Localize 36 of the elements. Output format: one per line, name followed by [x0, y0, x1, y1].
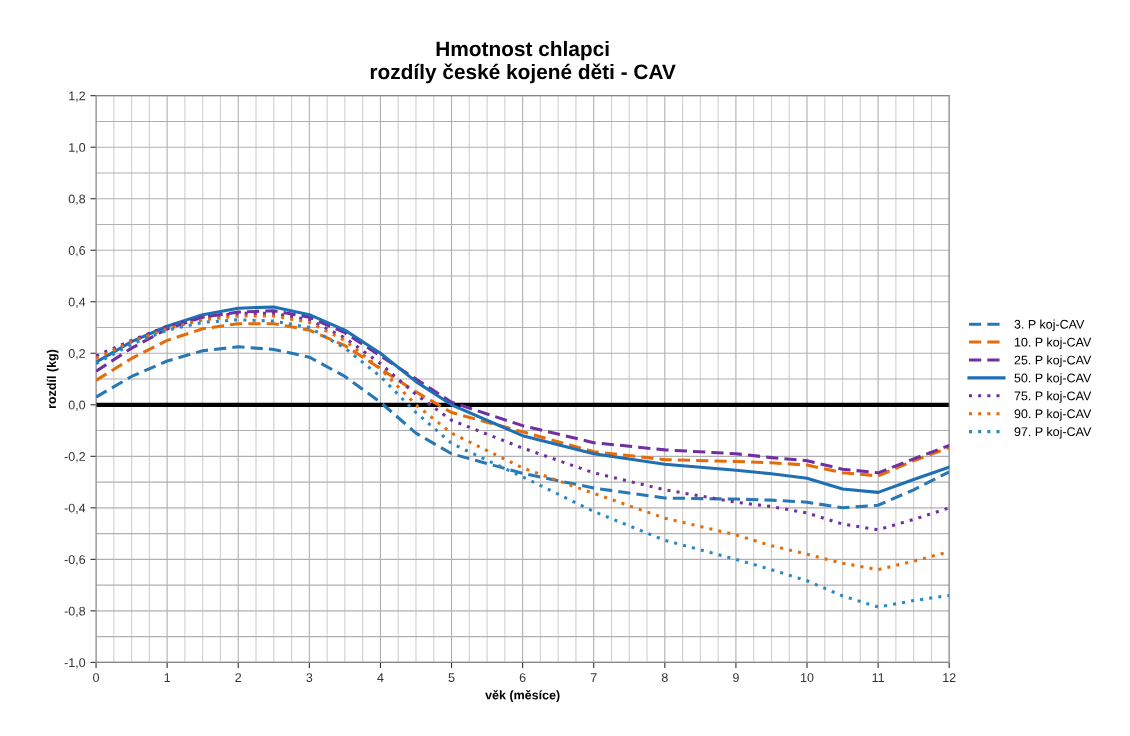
legend-label: 50. P koj-CAV	[1014, 373, 1092, 385]
y-axis-title: rozdíl (kg)	[46, 349, 59, 409]
x-tick-label: 2	[235, 673, 242, 682]
x-tick-label: 5	[448, 673, 455, 682]
x-tick-label: 3	[306, 673, 313, 682]
y-tick-label: 1,0	[69, 143, 86, 154]
x-tick-label: 4	[377, 673, 384, 682]
line-series	[96, 311, 950, 532]
chart-title: Hmotnost chlapci rozdíly české kojené děti - CAV	[370, 40, 676, 84]
y-tick-label: 0,2	[68, 349, 86, 360]
y-tick-label: 0,6	[68, 246, 86, 257]
x-tick-label: 9	[733, 673, 739, 682]
x-axis-title: věk (měsíce)	[485, 690, 560, 702]
y-tick-label: -1,0	[64, 658, 86, 669]
x-tick-label: 12	[943, 673, 956, 682]
y-tick-label: -0,6	[64, 555, 86, 566]
x-tick-label: 1	[164, 673, 171, 682]
legend-label: 75. P koj-CAV	[1014, 391, 1092, 403]
y-tick-label: -0,4	[64, 503, 86, 514]
y-tick-label: 0,0	[68, 400, 86, 411]
legend-label: 25. P koj-CAV	[1014, 355, 1092, 367]
x-tick-label: 11	[872, 673, 884, 682]
x-tick-label: 8	[661, 673, 668, 682]
y-tick-label: -0,8	[64, 606, 86, 618]
legend-label: 10. P koj-CAV	[1014, 337, 1092, 350]
x-tick-label: 6	[519, 673, 526, 682]
y-tick-label: -0,2	[64, 452, 86, 463]
x-tick-label: 0	[93, 673, 100, 682]
y-tick-label: 1,2	[69, 91, 86, 102]
x-tick-label: 10	[801, 673, 814, 682]
y-tick-label: 0,4	[68, 297, 86, 308]
legend-label: 90. P koj-CAV	[1014, 409, 1092, 421]
y-tick-label: 0,8	[68, 194, 86, 205]
legend-label: 3. P koj-CAV	[1014, 319, 1085, 332]
legend-label: 97. P koj-CAV	[1014, 426, 1092, 439]
x-tick-label: 7	[590, 673, 597, 682]
